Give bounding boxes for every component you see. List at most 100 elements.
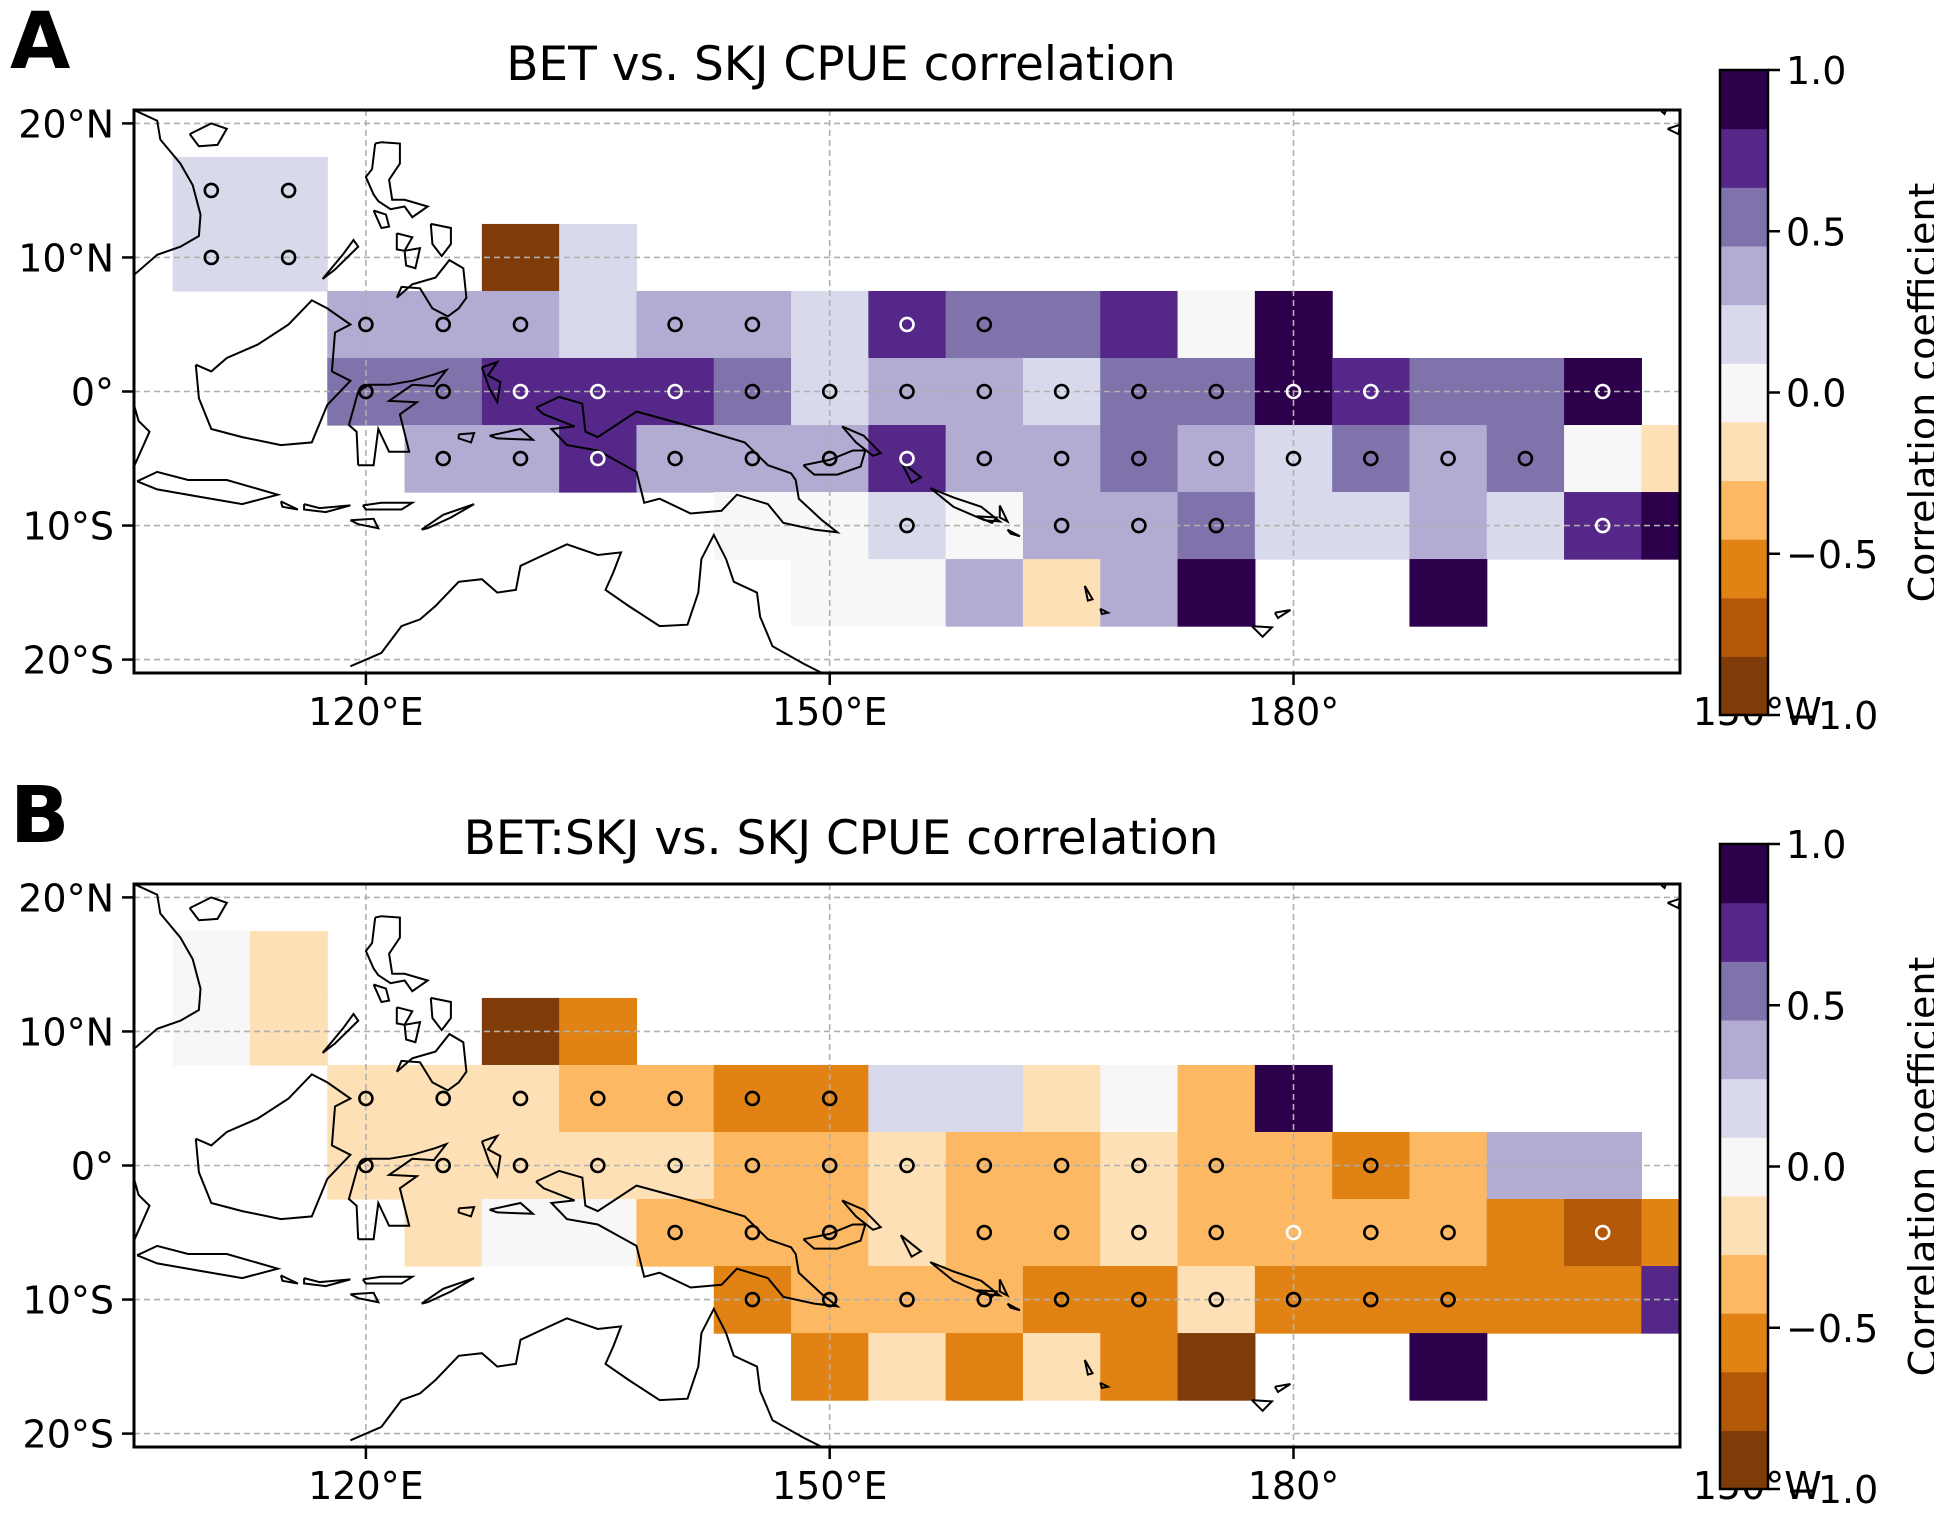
heatmap-cell <box>713 290 792 359</box>
heatmap-cell <box>713 425 792 493</box>
colorbar-segment <box>1720 961 1768 1021</box>
heatmap-cell <box>1332 425 1411 493</box>
significance-marker <box>667 316 683 333</box>
heatmap-cell <box>404 290 483 359</box>
coastline <box>535 395 841 534</box>
coastline <box>395 1032 468 1092</box>
significance-marker <box>1594 517 1611 534</box>
colorbar-tick-label: −1.0 <box>1786 694 1878 738</box>
significance-marker <box>899 316 915 333</box>
heatmap-cell <box>249 156 328 225</box>
heatmap-cell <box>868 290 947 359</box>
heatmap-cell <box>1486 1199 1565 1267</box>
significance-marker <box>1208 1291 1224 1308</box>
significance-marker <box>899 383 915 400</box>
coastline <box>303 503 351 514</box>
significance-marker <box>899 517 915 534</box>
significance-marker <box>435 383 452 400</box>
heatmap-cell <box>1177 1333 1256 1401</box>
significance-marker <box>1131 1157 1147 1174</box>
coastline <box>841 425 883 457</box>
coastline <box>364 915 430 993</box>
colorbar-segment <box>1720 902 1768 962</box>
significance-marker <box>589 450 606 467</box>
significance-marker <box>1053 1291 1070 1308</box>
colorbar: 1.0 0.5 0.0 −0.5 −1.0 <box>1718 49 1878 738</box>
coastline <box>1083 585 1095 602</box>
colorbar-tick-label: 0.5 <box>1786 984 1846 1028</box>
coastline <box>134 404 151 468</box>
colorbar-tick-label: −0.5 <box>1786 1307 1878 1351</box>
coastline <box>134 317 135 376</box>
y-tick-label: 20°N <box>18 102 114 146</box>
colorbar-segment <box>1720 480 1768 540</box>
significance-marker <box>1131 1224 1147 1241</box>
coastline <box>841 1199 883 1231</box>
coastline <box>350 1306 823 1447</box>
coastline <box>134 1091 135 1150</box>
colorbar: 1.0 0.5 0.0 −0.5 −1.0 <box>1718 823 1878 1512</box>
coastline <box>1251 625 1275 639</box>
significance-marker <box>435 1157 452 1174</box>
significance-marker <box>1440 450 1456 467</box>
coastline <box>899 460 923 485</box>
colorbar-segment <box>1720 539 1768 599</box>
colorbar-label: Correlation coefficient <box>1901 957 1934 1377</box>
coastline <box>480 360 502 406</box>
coastline <box>395 258 468 318</box>
coastline <box>1006 1302 1021 1312</box>
coastline <box>376 884 381 885</box>
coastline <box>350 532 823 673</box>
x-tick-label: 150°E <box>772 1464 888 1508</box>
significance-marker <box>667 1224 683 1241</box>
coastline <box>429 996 452 1032</box>
significance-marker <box>435 316 452 333</box>
colorbar-tick-label: 0.0 <box>1786 372 1846 416</box>
y-tick-label: 0° <box>71 371 114 415</box>
colorbar-segment <box>1720 656 1768 716</box>
colorbar-segment <box>1720 363 1768 423</box>
heatmap-cell <box>1409 1199 1488 1267</box>
colorbar-label: Correlation coefficient <box>1901 183 1934 603</box>
colorbar-segment <box>1720 1430 1768 1490</box>
significance-marker <box>1440 1224 1456 1241</box>
significance-marker <box>1208 1224 1224 1241</box>
significance-marker <box>1131 450 1147 467</box>
heatmap-cell <box>945 1333 1024 1401</box>
coastline <box>998 1278 1010 1298</box>
heatmap-cell <box>1564 1199 1642 1267</box>
coastline <box>480 1134 502 1180</box>
heatmap-cell <box>1177 559 1256 627</box>
significance-marker <box>589 1090 606 1107</box>
coastline <box>899 1234 923 1259</box>
significance-marker <box>899 1157 915 1174</box>
significance-marker <box>1053 1157 1070 1174</box>
coastline <box>364 141 430 219</box>
coastline <box>362 1275 416 1285</box>
significance-marker <box>1363 450 1379 467</box>
x-tick-label: 120°E <box>308 1464 424 1508</box>
significance-marker <box>1053 450 1070 467</box>
coastline <box>1006 528 1021 538</box>
coastline <box>535 1169 841 1308</box>
coastline <box>489 1201 536 1215</box>
significance-marker <box>1594 1224 1611 1241</box>
significance-marker <box>821 1224 838 1241</box>
significance-marker <box>512 1090 529 1107</box>
heatmap-cell <box>404 1199 483 1267</box>
colorbar-segment <box>1720 1019 1768 1080</box>
coastline <box>457 431 476 444</box>
panel-a-title: BET vs. SKJ CPUE correlation <box>506 37 1176 92</box>
y-tick-label: 0° <box>71 1145 114 1189</box>
significance-marker <box>358 1157 374 1174</box>
colorbar-segment <box>1720 1195 1768 1256</box>
significance-marker <box>1131 1291 1147 1308</box>
significance-marker <box>821 1291 838 1308</box>
coastline <box>1274 1383 1291 1394</box>
x-tick-label: 150°E <box>772 690 888 734</box>
colorbar-tick-label: −1.0 <box>1786 1468 1878 1512</box>
significance-marker <box>358 1090 374 1107</box>
significance-marker <box>667 1090 683 1107</box>
